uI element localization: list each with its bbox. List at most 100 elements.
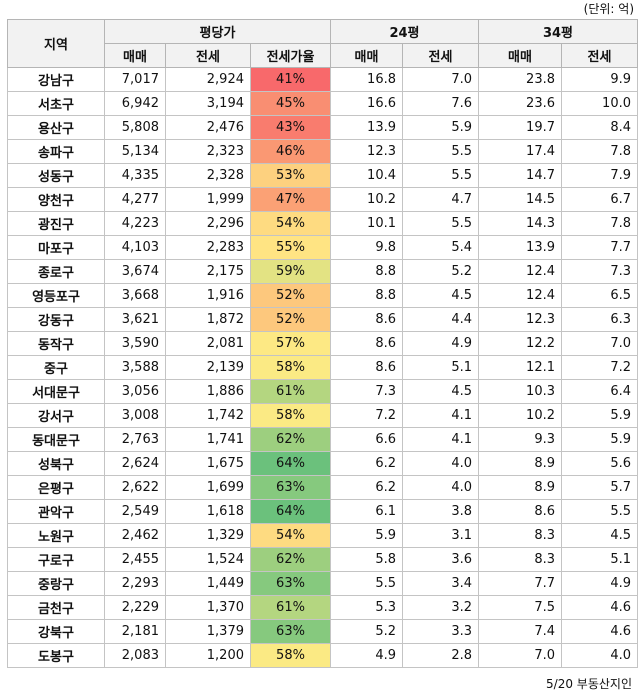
per-pyeong-jeonse-cell: 2,296	[165, 211, 251, 236]
region-cell: 양천구	[7, 187, 105, 212]
sale-24-cell: 5.2	[330, 619, 403, 644]
sale-24-cell: 8.6	[330, 331, 403, 356]
sale-34-cell: 7.5	[478, 595, 562, 620]
sale-34-cell: 8.3	[478, 547, 562, 572]
per-pyeong-sale-cell: 4,103	[104, 235, 166, 260]
jeonse-34-cell: 7.2	[561, 355, 638, 380]
sale-34-cell: 12.4	[478, 259, 562, 284]
region-cell: 서대문구	[7, 379, 105, 404]
table-row: 금천구 2,229 1,370 61% 5.3 3.2 7.5 4.6	[7, 595, 638, 620]
region-cell: 동작구	[7, 331, 105, 356]
sale-24-cell: 8.8	[330, 259, 403, 284]
sale-34-cell: 14.3	[478, 211, 562, 236]
table-row: 성북구 2,624 1,675 64% 6.2 4.0 8.9 5.6	[7, 451, 638, 476]
sale-34-cell: 10.3	[478, 379, 562, 404]
table-row: 강남구 7,017 2,924 41% 16.8 7.0 23.8 9.9	[7, 67, 638, 92]
jeonse-24-cell: 4.4	[402, 307, 479, 332]
table-row: 강동구 3,621 1,872 52% 8.6 4.4 12.3 6.3	[7, 307, 638, 332]
jeonse-34-cell: 5.6	[561, 451, 638, 476]
table-row: 광진구 4,223 2,296 54% 10.1 5.5 14.3 7.8	[7, 211, 638, 236]
table-row: 서대문구 3,056 1,886 61% 7.3 4.5 10.3 6.4	[7, 379, 638, 404]
table-row: 은평구 2,622 1,699 63% 6.2 4.0 8.9 5.7	[7, 475, 638, 500]
jeonse-24-cell: 4.7	[402, 187, 479, 212]
jeonse-24-cell: 4.1	[402, 403, 479, 428]
sale-24-cell: 8.6	[330, 355, 403, 380]
region-cell: 관악구	[7, 499, 105, 524]
per-pyeong-jeonse-cell: 1,741	[165, 427, 251, 452]
per-pyeong-sale-cell: 2,624	[104, 451, 166, 476]
per-pyeong-jeonse-cell: 2,476	[165, 115, 251, 140]
table-row: 동작구 3,590 2,081 57% 8.6 4.9 12.2 7.0	[7, 331, 638, 356]
price-table: 지역 평당가 24평 34평 매매 전세 전세가율 매매 전세 매매 전세 강남…	[7, 19, 638, 668]
jeonse-ratio-cell: 61%	[250, 379, 331, 404]
per-pyeong-sale-cell: 2,181	[104, 619, 166, 644]
sale-24-cell: 6.2	[330, 475, 403, 500]
sale-34-cell: 23.8	[478, 67, 562, 92]
table-row: 영등포구 3,668 1,916 52% 8.8 4.5 12.4 6.5	[7, 283, 638, 308]
sale-24-cell: 9.8	[330, 235, 403, 260]
table-row: 강북구 2,181 1,379 63% 5.2 3.3 7.4 4.6	[7, 619, 638, 644]
region-cell: 강남구	[7, 67, 105, 92]
header-24-jeonse: 전세	[402, 43, 479, 68]
jeonse-24-cell: 3.1	[402, 523, 479, 548]
jeonse-ratio-cell: 62%	[250, 547, 331, 572]
header-group-per-pyeong: 평당가	[104, 19, 331, 44]
sale-24-cell: 7.3	[330, 379, 403, 404]
jeonse-24-cell: 7.6	[402, 91, 479, 116]
per-pyeong-jeonse-cell: 2,924	[165, 67, 251, 92]
per-pyeong-jeonse-cell: 1,916	[165, 283, 251, 308]
header-group-34: 34평	[478, 19, 638, 44]
jeonse-ratio-cell: 58%	[250, 643, 331, 668]
sale-24-cell: 12.3	[330, 139, 403, 164]
table-row: 송파구 5,134 2,323 46% 12.3 5.5 17.4 7.8	[7, 139, 638, 164]
region-cell: 서초구	[7, 91, 105, 116]
jeonse-34-cell: 6.3	[561, 307, 638, 332]
jeonse-24-cell: 5.2	[402, 259, 479, 284]
table-row: 양천구 4,277 1,999 47% 10.2 4.7 14.5 6.7	[7, 187, 638, 212]
jeonse-ratio-cell: 54%	[250, 211, 331, 236]
jeonse-34-cell: 4.9	[561, 571, 638, 596]
jeonse-24-cell: 5.5	[402, 163, 479, 188]
sale-34-cell: 12.2	[478, 331, 562, 356]
header-region: 지역	[7, 19, 105, 68]
header-jeonse-ratio: 전세가율	[250, 43, 331, 68]
region-cell: 노원구	[7, 523, 105, 548]
sale-34-cell: 7.0	[478, 643, 562, 668]
per-pyeong-sale-cell: 3,008	[104, 403, 166, 428]
jeonse-34-cell: 6.4	[561, 379, 638, 404]
per-pyeong-sale-cell: 2,455	[104, 547, 166, 572]
region-cell: 은평구	[7, 475, 105, 500]
jeonse-24-cell: 5.9	[402, 115, 479, 140]
per-pyeong-jeonse-cell: 1,329	[165, 523, 251, 548]
sale-34-cell: 12.3	[478, 307, 562, 332]
sale-34-cell: 14.7	[478, 163, 562, 188]
region-cell: 강서구	[7, 403, 105, 428]
header-group-24: 24평	[330, 19, 479, 44]
per-pyeong-jeonse-cell: 1,524	[165, 547, 251, 572]
sale-24-cell: 16.8	[330, 67, 403, 92]
per-pyeong-sale-cell: 3,590	[104, 331, 166, 356]
per-pyeong-jeonse-cell: 1,370	[165, 595, 251, 620]
per-pyeong-sale-cell: 7,017	[104, 67, 166, 92]
jeonse-ratio-cell: 41%	[250, 67, 331, 92]
region-cell: 성동구	[7, 163, 105, 188]
jeonse-34-cell: 4.6	[561, 619, 638, 644]
jeonse-24-cell: 2.8	[402, 643, 479, 668]
per-pyeong-jeonse-cell: 1,449	[165, 571, 251, 596]
jeonse-24-cell: 5.4	[402, 235, 479, 260]
region-cell: 영등포구	[7, 283, 105, 308]
jeonse-34-cell: 6.5	[561, 283, 638, 308]
region-cell: 금천구	[7, 595, 105, 620]
per-pyeong-jeonse-cell: 1,699	[165, 475, 251, 500]
sale-34-cell: 13.9	[478, 235, 562, 260]
per-pyeong-sale-cell: 3,056	[104, 379, 166, 404]
sale-34-cell: 8.3	[478, 523, 562, 548]
jeonse-24-cell: 5.5	[402, 211, 479, 236]
sale-34-cell: 23.6	[478, 91, 562, 116]
jeonse-34-cell: 5.1	[561, 547, 638, 572]
per-pyeong-jeonse-cell: 2,323	[165, 139, 251, 164]
jeonse-ratio-cell: 57%	[250, 331, 331, 356]
sale-24-cell: 5.3	[330, 595, 403, 620]
jeonse-34-cell: 4.0	[561, 643, 638, 668]
jeonse-34-cell: 4.6	[561, 595, 638, 620]
